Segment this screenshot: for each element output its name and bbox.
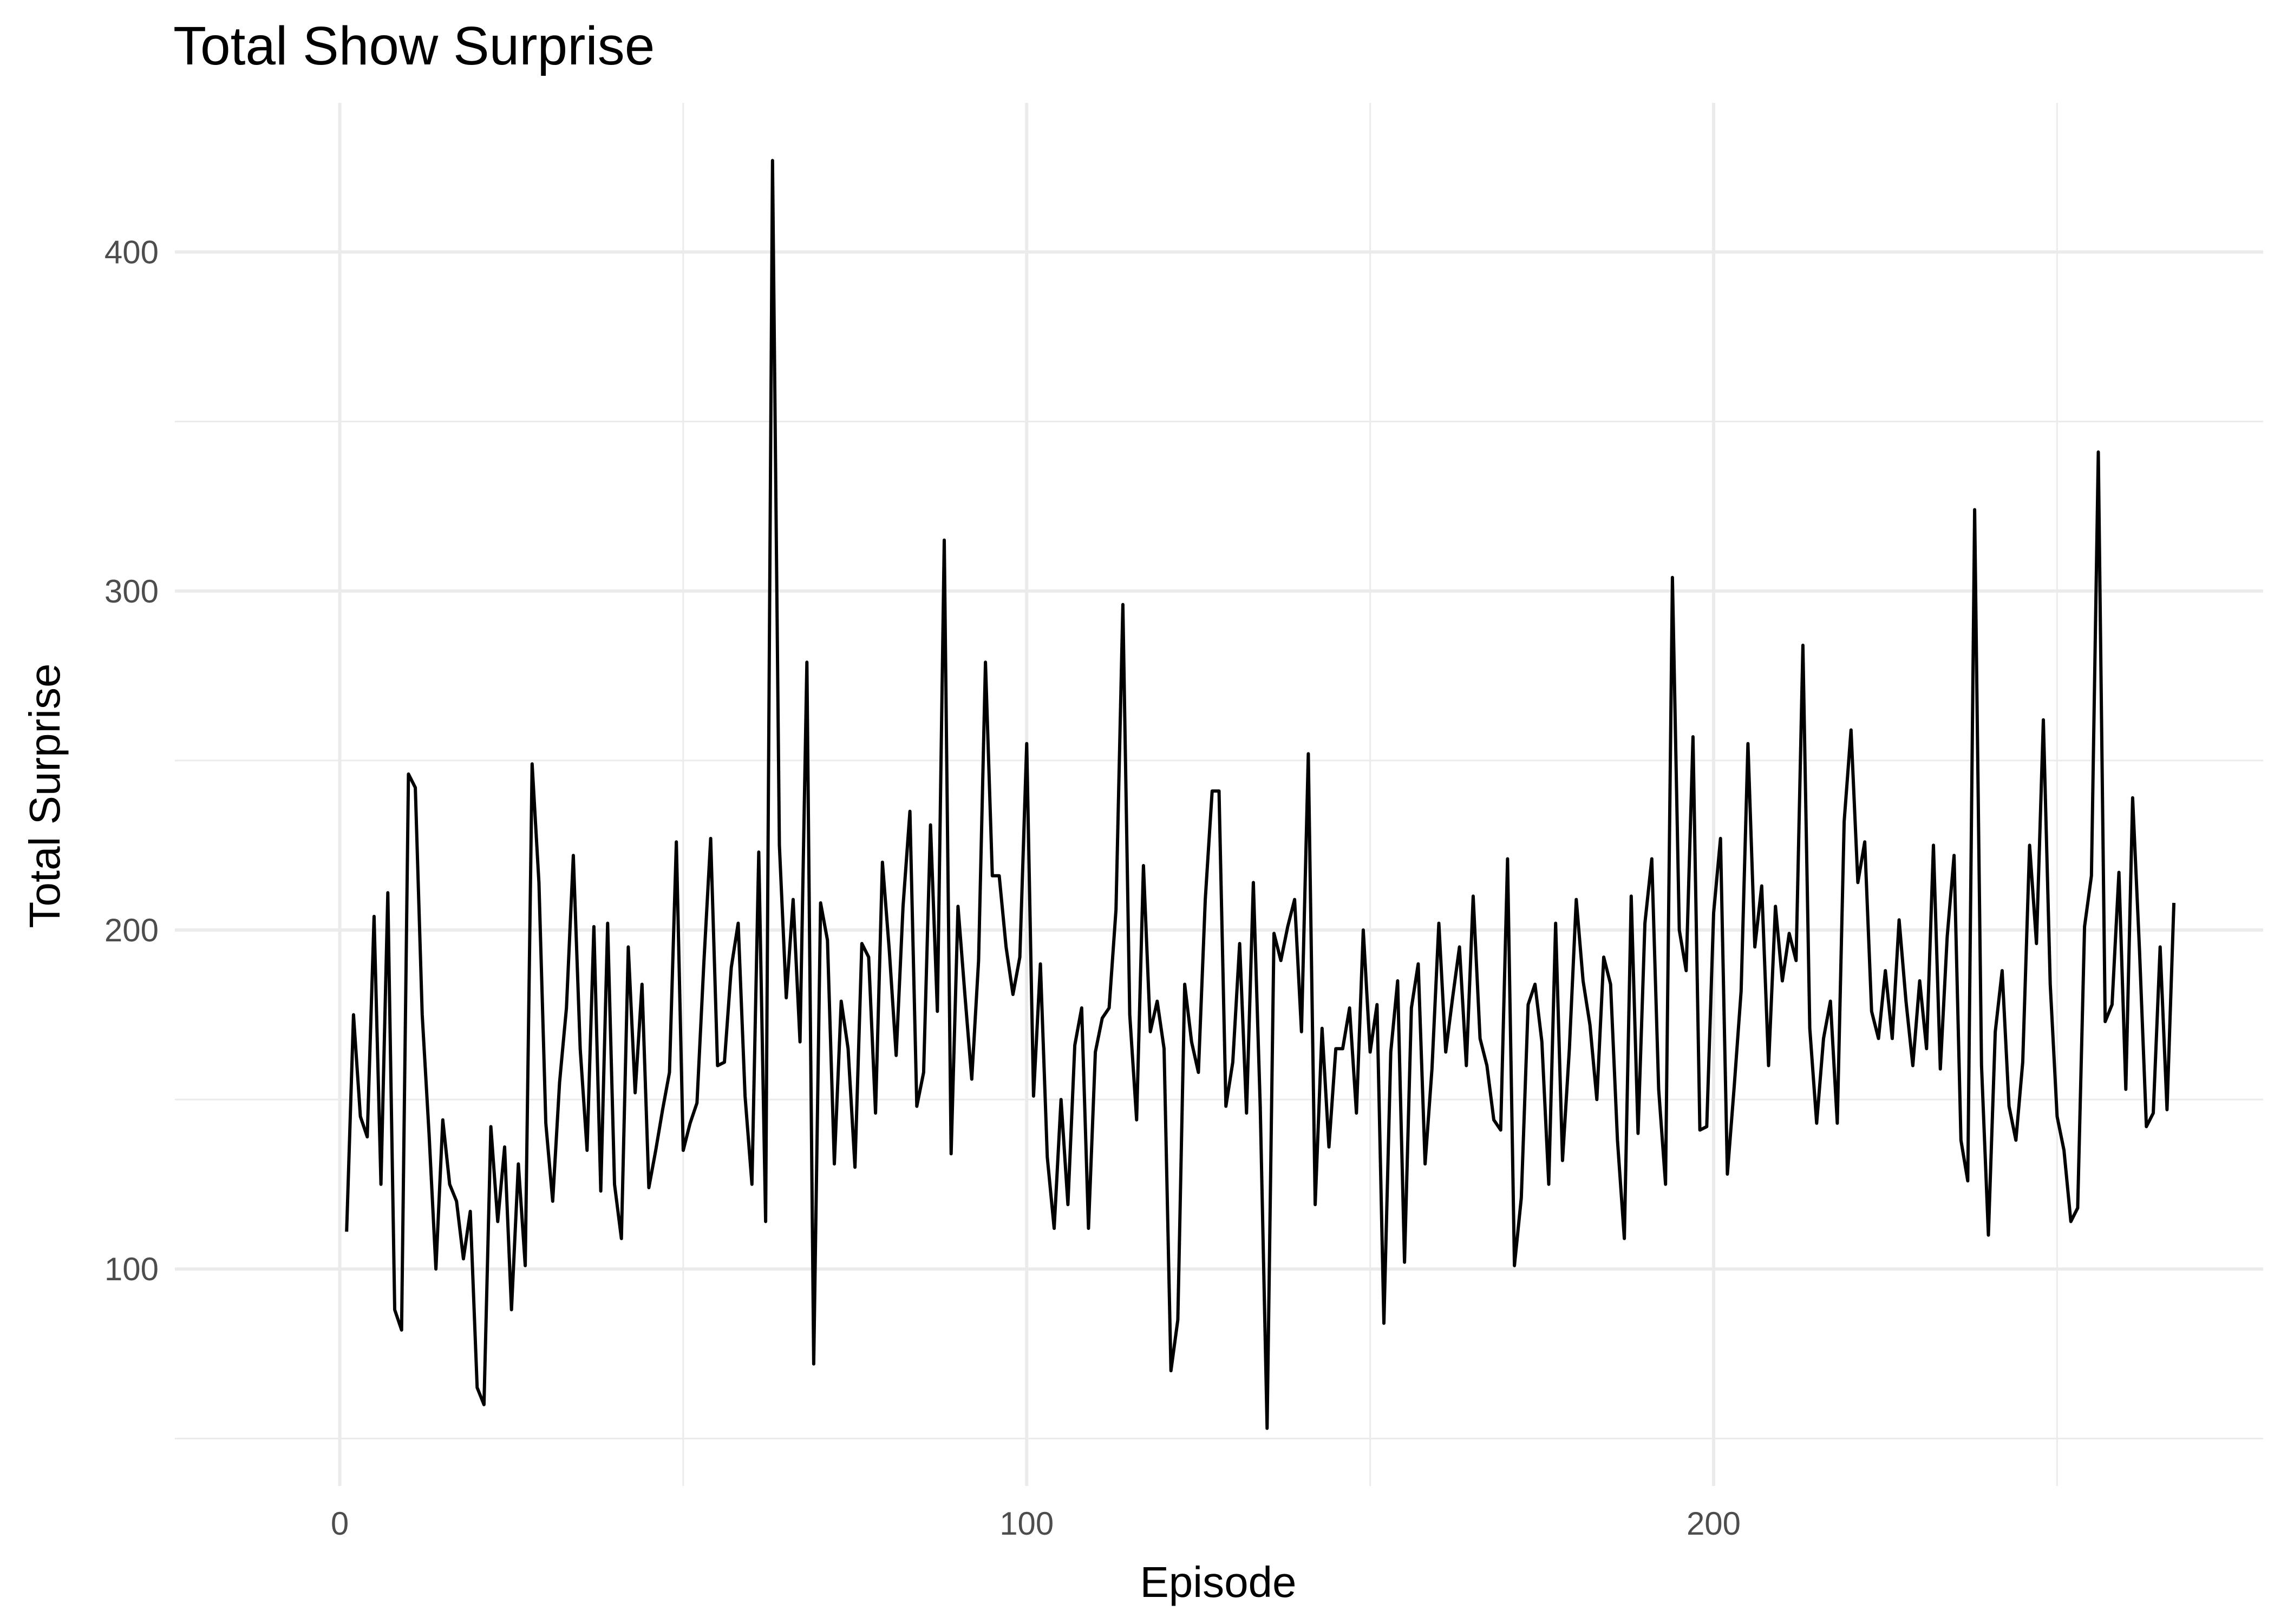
y-axis-title: Total Surprise	[21, 663, 69, 928]
gridlines	[175, 103, 2263, 1486]
x-tick-label: 200	[1687, 1505, 1741, 1542]
y-tick-label: 100	[104, 1251, 159, 1287]
x-tick-label: 100	[999, 1505, 1054, 1542]
y-tick-label: 300	[104, 573, 159, 610]
y-tick-label: 400	[104, 234, 159, 271]
x-axis-title: Episode	[1140, 1558, 1296, 1606]
series-line-total-surprise	[345, 159, 2176, 1430]
x-tick-label: 0	[331, 1505, 349, 1542]
y-tick-label: 200	[104, 912, 159, 948]
tick-labels: 100 200 300 400 0 100 200	[104, 234, 1741, 1542]
series-layer	[345, 159, 2176, 1430]
chart-title: Total Show Surprise	[173, 16, 655, 76]
